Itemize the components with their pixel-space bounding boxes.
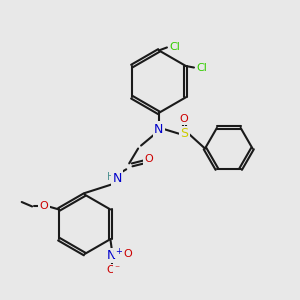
Text: Cl: Cl bbox=[197, 62, 208, 73]
Text: O: O bbox=[124, 249, 133, 259]
Text: O: O bbox=[180, 114, 189, 124]
Text: O: O bbox=[106, 266, 115, 275]
Text: Cl: Cl bbox=[170, 43, 181, 52]
Text: S: S bbox=[180, 127, 188, 140]
Text: O: O bbox=[40, 202, 48, 212]
Text: N: N bbox=[154, 123, 164, 136]
Text: N: N bbox=[112, 172, 122, 185]
Text: O: O bbox=[144, 154, 153, 164]
Text: H: H bbox=[107, 172, 114, 182]
Text: N: N bbox=[107, 249, 116, 262]
Text: ⁻: ⁻ bbox=[115, 264, 120, 274]
Text: +: + bbox=[115, 248, 122, 256]
